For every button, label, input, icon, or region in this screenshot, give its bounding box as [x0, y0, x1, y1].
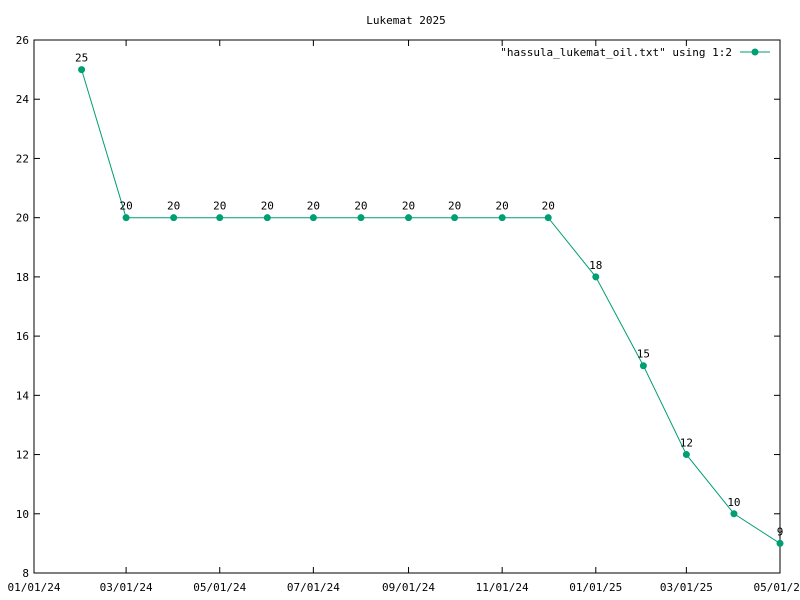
data-label: 20: [119, 200, 132, 213]
x-tick-label: 03/01/24: [100, 581, 153, 594]
y-tick-label: 12: [16, 449, 29, 462]
x-axis: 01/01/24 03/01/24 05/01/24 07/01/24 09/01/24…: [8, 40, 800, 594]
x-tick-label: 01/01/24: [8, 581, 61, 594]
data-point: [730, 510, 738, 518]
data-point: [309, 214, 317, 222]
data-label: 20: [496, 200, 509, 213]
data-label: 20: [261, 200, 274, 213]
data-label: 20: [213, 200, 226, 213]
data-label: 15: [637, 348, 650, 361]
chart-title: Lukemat 2025: [366, 14, 445, 27]
x-tick-label: 03/01/25: [660, 581, 713, 594]
x-tick-label: 07/01/24: [287, 581, 340, 594]
y-axis: 8 10 12 14 16 18 20 22 24 26: [16, 34, 780, 580]
y-tick-label: 22: [16, 152, 29, 165]
data-label: 18: [589, 259, 602, 272]
data-point: [498, 214, 506, 222]
x-tick-label: 05/01/24: [193, 581, 246, 594]
data-point: [639, 362, 647, 370]
data-point: [592, 273, 600, 281]
data-point: [263, 214, 271, 222]
x-tick-label: 09/01/24: [382, 581, 435, 594]
data-label: 20: [354, 200, 367, 213]
y-tick-label: 8: [22, 567, 29, 580]
y-tick-label: 20: [16, 212, 29, 225]
data-point: [451, 214, 459, 222]
legend: "hassula_lukemat_oil.txt" using 1:2: [500, 46, 770, 59]
data-point: [357, 214, 365, 222]
data-point: [682, 451, 690, 459]
series-line: [81, 69, 781, 544]
y-tick-label: 26: [16, 34, 29, 47]
data-label: 12: [680, 437, 693, 450]
x-tick-label: 01/01/25: [569, 581, 622, 594]
legend-label: "hassula_lukemat_oil.txt" using 1:2: [500, 46, 732, 59]
data-point: [216, 214, 224, 222]
data-point: [776, 539, 784, 547]
data-label: 20: [542, 200, 555, 213]
data-label: 9: [777, 525, 784, 538]
x-tick-label: 05/01/25: [754, 581, 800, 594]
data-label: 25: [75, 52, 88, 65]
data-label: 20: [402, 200, 415, 213]
x-tick-label: 11/01/24: [476, 581, 529, 594]
y-tick-label: 16: [16, 330, 29, 343]
data-point: [544, 214, 552, 222]
data-point: [170, 214, 178, 222]
data-label: 20: [167, 200, 180, 213]
legend-marker: [751, 48, 759, 56]
y-tick-label: 10: [16, 508, 29, 521]
y-tick-label: 14: [16, 389, 30, 402]
data-point: [78, 66, 86, 74]
data-point: [122, 214, 130, 222]
y-tick-label: 18: [16, 271, 29, 284]
data-label: 20: [307, 200, 320, 213]
data-point: [405, 214, 413, 222]
plot-frame: [33, 39, 781, 574]
data-label: 20: [448, 200, 461, 213]
y-tick-label: 24: [16, 93, 30, 106]
data-label: 10: [727, 496, 740, 509]
series-layer: 25 20 20 20 20 20 20 20 20 20 20 18 15 12 10 9: [75, 52, 784, 547]
